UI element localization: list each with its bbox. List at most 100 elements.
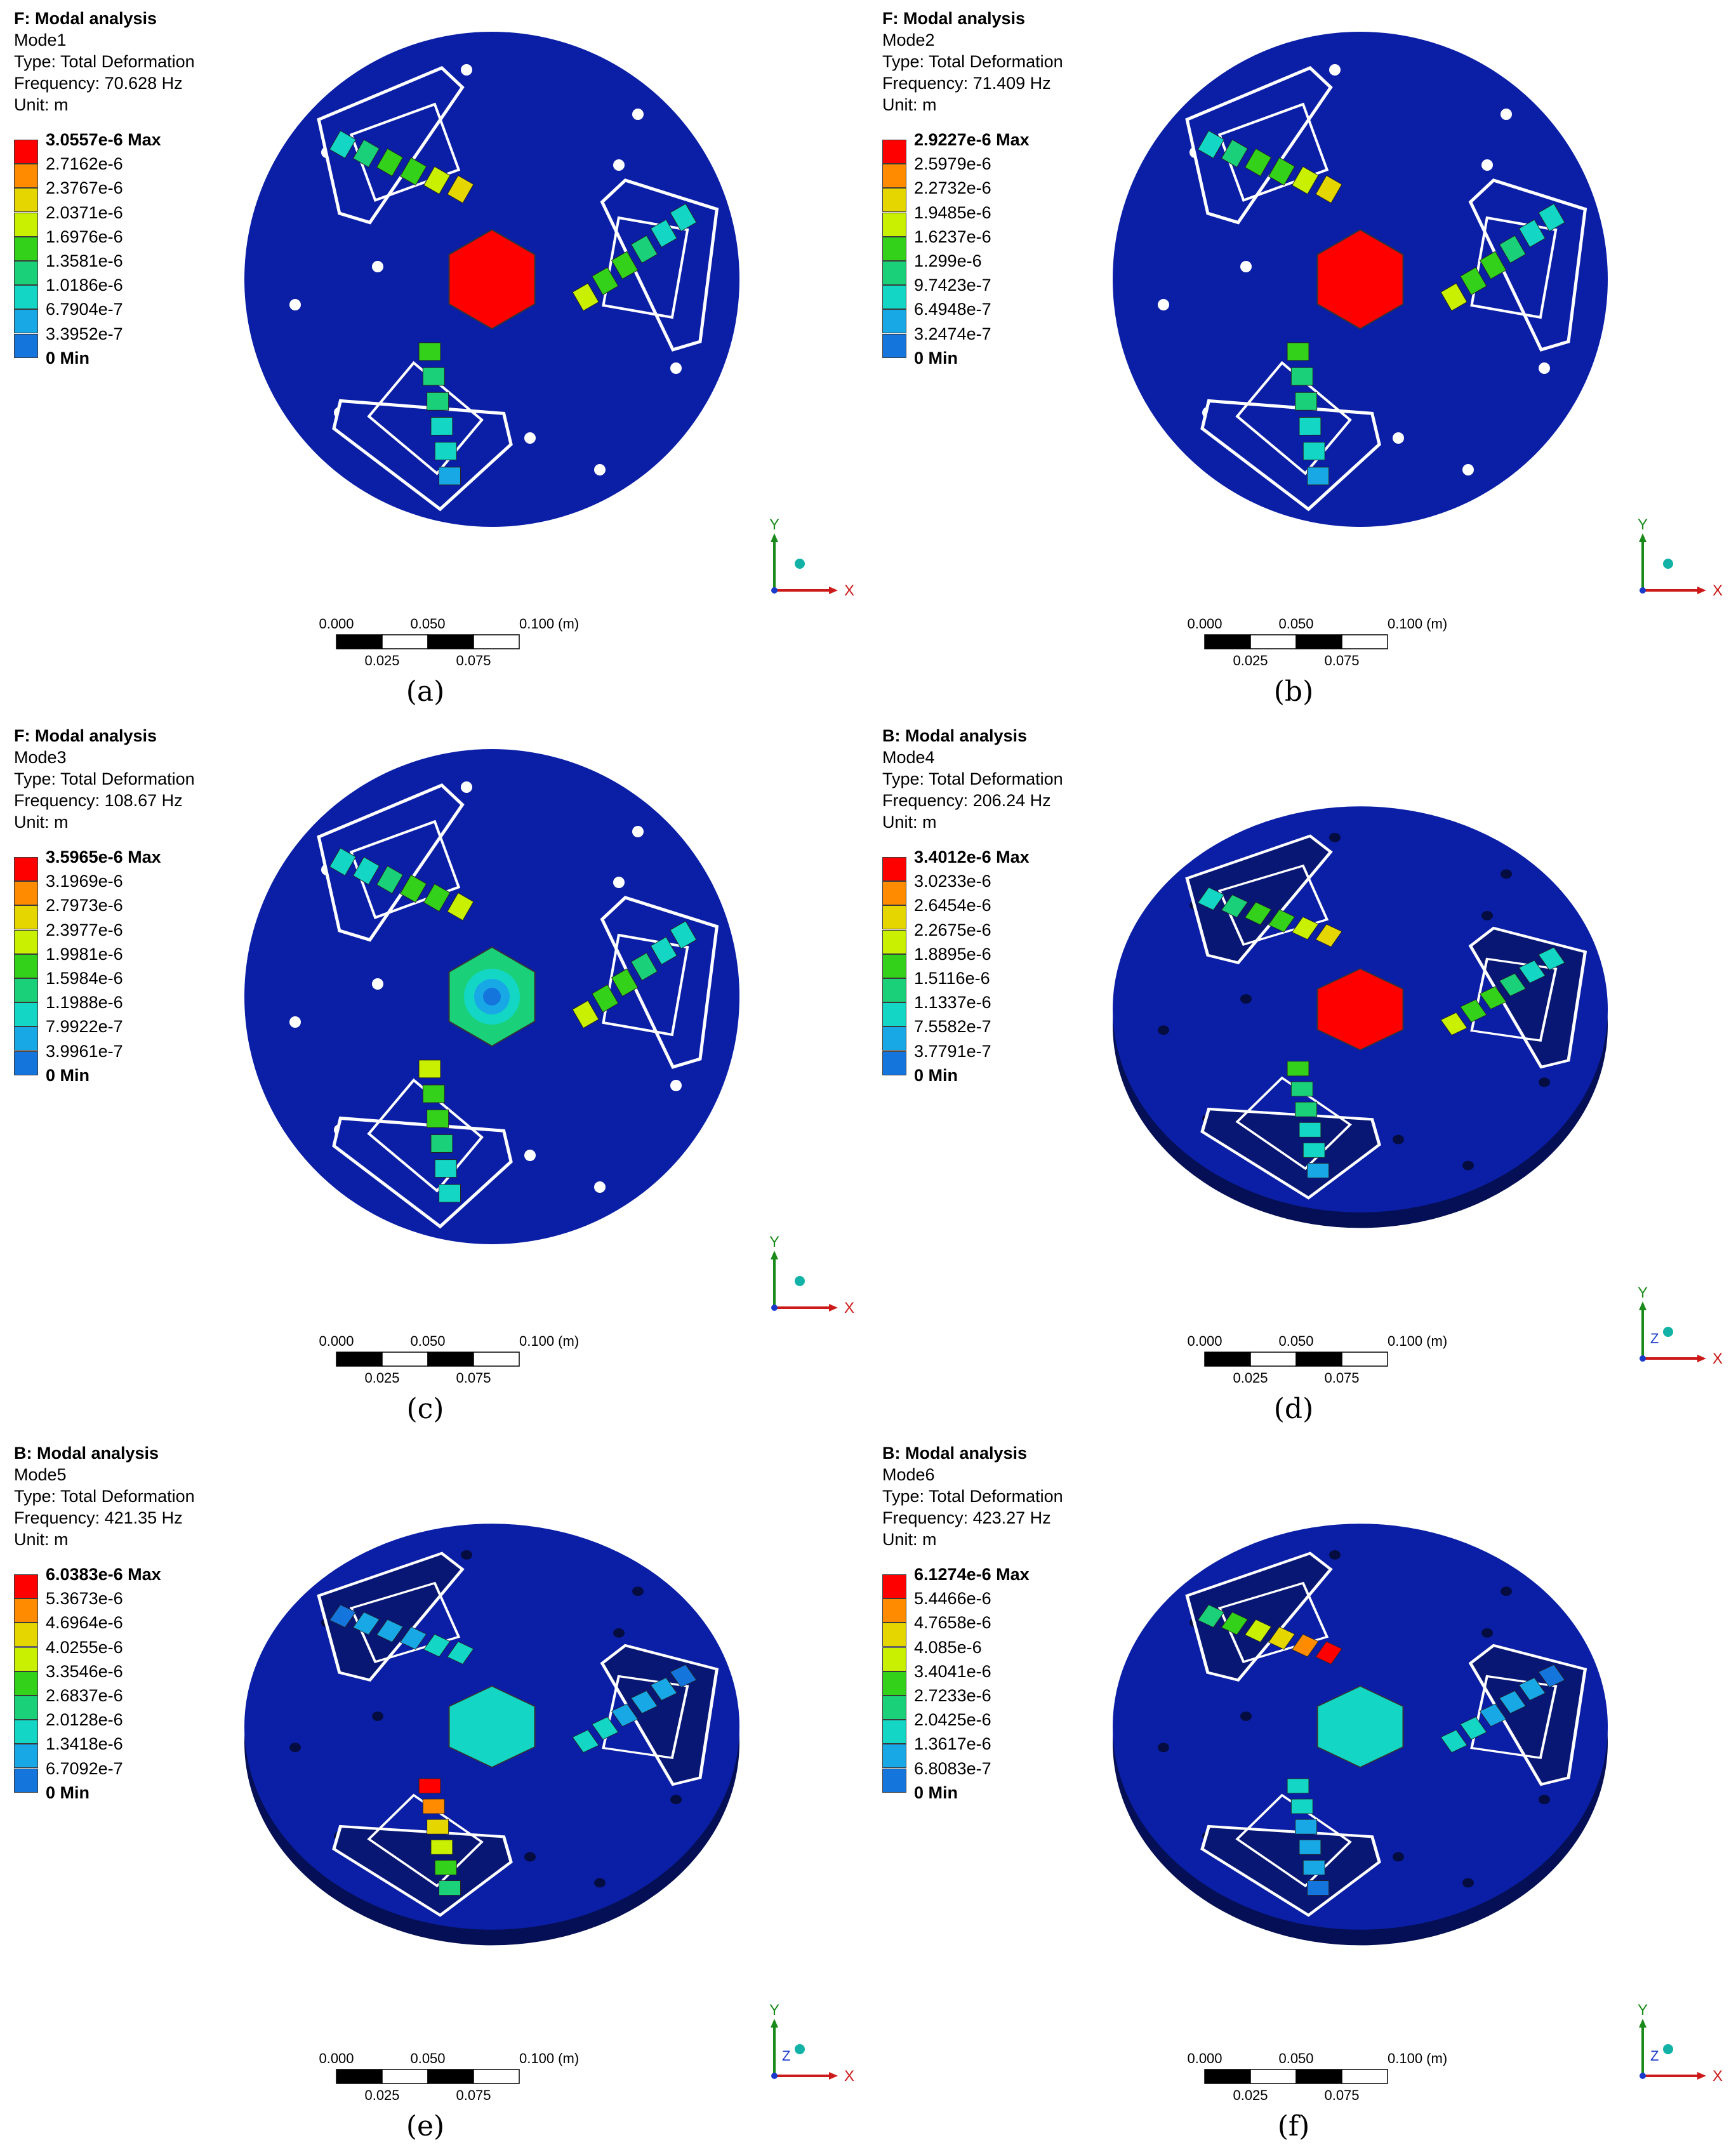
legend-swatch (14, 1647, 38, 1671)
legend-label: 1.9981e-6 (46, 944, 123, 964)
flexure-beam-segment (1299, 1839, 1322, 1855)
flexure-beam-segment (611, 968, 639, 997)
mounting-hole (1462, 1878, 1474, 1888)
flexure-beam-segment (1287, 1778, 1309, 1794)
legend-swatch (882, 1647, 906, 1671)
stage-cutout (349, 1581, 461, 1664)
analysis-header: B: Modal analysis Mode4 Type: Total Deform… (882, 725, 1063, 833)
scale-tick-label: 0.075 (1324, 653, 1359, 668)
flexure-beam-segment (422, 1798, 445, 1814)
mounting-hole (670, 362, 682, 374)
legend-swatch (882, 309, 906, 334)
stage-frame (332, 1824, 513, 1917)
scale-bar-segment (473, 2069, 520, 2084)
scale-tick-label: 0.075 (456, 653, 491, 668)
mode-label: Mode5 (14, 1465, 67, 1484)
flexure-beam-segment (1291, 1633, 1319, 1657)
unit-label: Unit: m (14, 95, 69, 114)
flexure-beam-segment (434, 442, 457, 461)
legend-swatch (882, 1026, 906, 1051)
z-axis-dot (1640, 1355, 1646, 1362)
stage-cutout (1217, 102, 1329, 203)
scale-bar-segment (1250, 1352, 1297, 1367)
legend-label: 3.3952e-7 (46, 324, 123, 343)
legend-swatch (882, 1695, 906, 1720)
scale-tick-label: 0.025 (1233, 653, 1268, 668)
legend-swatch (14, 188, 38, 213)
scale-bar: 0.000 0.050 0.100 (m) 0.025 0.075 (305, 609, 597, 679)
flexure-beam-segment (1302, 1143, 1325, 1158)
legend-label: 1.299e-6 (914, 251, 982, 270)
flexure-beam-segment (670, 920, 697, 950)
mode-label: Mode6 (882, 1465, 935, 1484)
legend-label: 1.0186e-6 (46, 276, 123, 295)
analysis-title: B: Modal analysis (882, 1444, 1028, 1463)
legend-label: 4.6964e-6 (46, 1613, 123, 1633)
flexure-beam-segment (1315, 1641, 1342, 1665)
x-axis-head (1697, 587, 1706, 594)
flexure-stage (1185, 65, 1342, 225)
view-direction-sphere-icon (1663, 2044, 1673, 2054)
flexure-beam-segment (650, 219, 678, 248)
mounting-hole (289, 299, 301, 310)
flexure-beam-segment (1244, 148, 1272, 177)
scale-tick-label: 0.100 (m) (519, 1333, 579, 1349)
legend-swatch (882, 140, 906, 164)
z-axis-label: Z (1650, 2048, 1659, 2064)
mounting-hole (1158, 299, 1169, 310)
flexure-beam-segment (430, 416, 453, 435)
legend-label: 0 Min (46, 348, 90, 368)
legend-label: 1.6976e-6 (46, 227, 123, 246)
flexure-beam-segment (1315, 924, 1342, 948)
legend-label: 2.7973e-6 (46, 896, 123, 915)
center-hub (1316, 1685, 1404, 1768)
y-axis-label: Y (769, 1233, 779, 1251)
flexure-beam-segment (1479, 1703, 1507, 1727)
x-axis-label: X (1713, 2068, 1723, 2085)
legend-swatch (882, 1574, 906, 1598)
stage-cutout (349, 102, 461, 203)
scale-tick-label: 0.000 (1187, 1333, 1222, 1349)
flexure-beam-segment (1221, 1611, 1249, 1635)
panel-caption: (f) (1277, 2110, 1310, 2142)
panel-caption: (e) (406, 2110, 445, 2142)
stage-cutout (1217, 1581, 1329, 1664)
flexure-beam-segment (1221, 894, 1249, 918)
mounting-hole (1481, 1628, 1493, 1638)
stage-cutout (367, 1793, 484, 1888)
flexure-beam-segment (329, 1604, 357, 1628)
y-axis-label: Y (769, 2002, 779, 2019)
flexure-beam-segment (1518, 1677, 1546, 1701)
scale-tick-label: 0.100 (m) (519, 2050, 579, 2066)
scale-bar-segment (381, 634, 428, 649)
flexure-beam-segment (423, 166, 451, 195)
flexure-beam-segment (1440, 1729, 1468, 1753)
legend-swatch (882, 1623, 906, 1647)
legend-swatch (882, 212, 906, 237)
flexure-stage (572, 1644, 719, 1786)
view-direction-sphere-icon (1663, 1327, 1673, 1337)
analysis-header: B: Modal analysis Mode6 Type: Total Deform… (882, 1442, 1063, 1550)
panel-d: B: Modal analysis Mode4 Type: Total Deform… (868, 717, 1736, 1435)
y-axis-label: Y (769, 516, 779, 533)
legend-label: 2.6454e-6 (914, 896, 991, 915)
scale-tick-label: 0.000 (319, 1333, 354, 1349)
mounting-hole (1501, 1586, 1512, 1597)
flexure-stage (317, 1551, 474, 1682)
flexure-beam-segment (423, 1633, 451, 1657)
stage-frame (332, 399, 513, 512)
flexure-stage (332, 1059, 513, 1229)
mounting-hole (461, 64, 472, 76)
scale-tick-label: 0.050 (410, 1333, 445, 1349)
legend-label: 3.1969e-6 (46, 872, 123, 891)
flexure-beam-segment (1197, 130, 1225, 159)
flexure-stage (1200, 1778, 1381, 1917)
scale-tick-label: 0.075 (1324, 1370, 1359, 1386)
flexure-beam-segment (1268, 909, 1295, 933)
y-axis-label: Y (1638, 516, 1648, 533)
panel-e: B: Modal analysis Mode5 Type: Total Deform… (0, 1435, 868, 2152)
legend-label: 5.4466e-6 (914, 1589, 991, 1609)
flexure-stage (317, 783, 474, 942)
legend-label: 3.2474e-7 (914, 324, 991, 343)
stage-cutout (367, 1078, 484, 1193)
